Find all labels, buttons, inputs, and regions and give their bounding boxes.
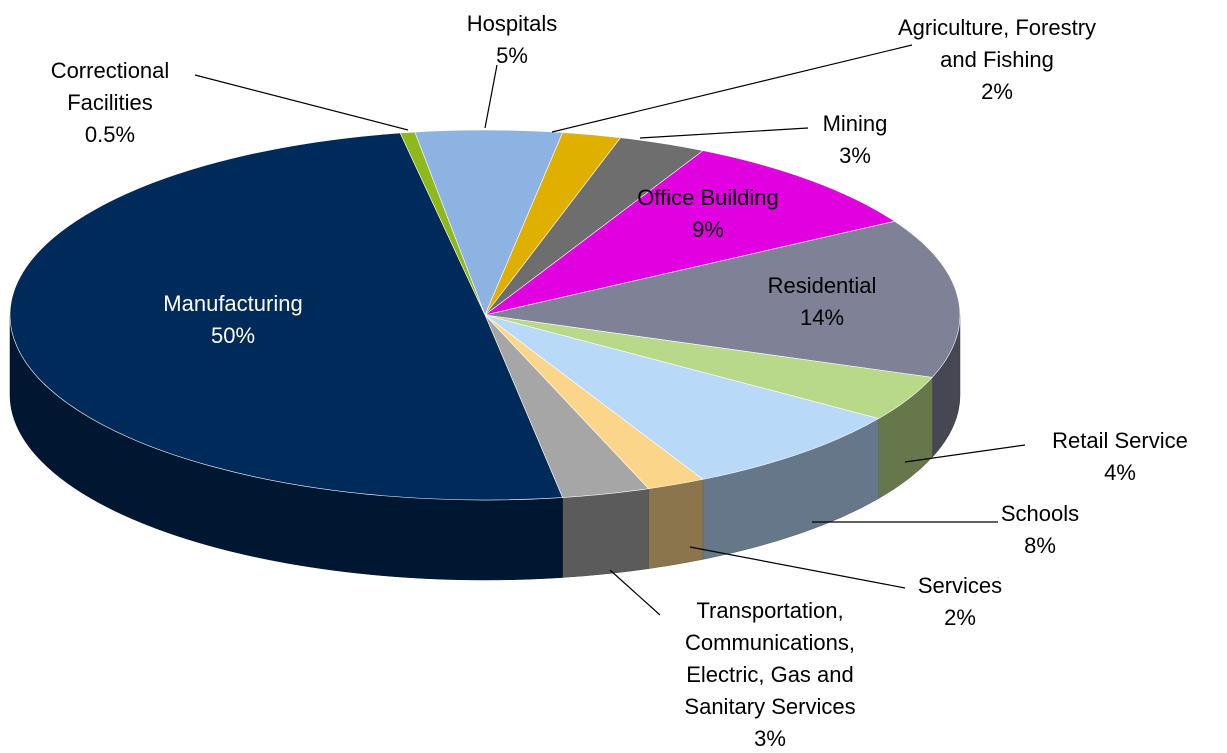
slice-label: Correctional Facilities 0.5% — [20, 55, 200, 151]
slice-label: Agriculture, Forestry and Fishing 2% — [897, 12, 1097, 108]
leader-line — [551, 44, 913, 133]
slice — [414, 129, 564, 316]
slice-label: Residential 14% — [732, 270, 912, 334]
slice — [484, 314, 880, 480]
leader-line — [484, 64, 498, 129]
category-label: Hospitals — [466, 11, 558, 36]
category-label: Agriculture, Forestry and Fishing — [897, 15, 1097, 72]
slice-label: Retail Service 4% — [1020, 425, 1220, 489]
slice — [9, 132, 563, 501]
category-label: Retail Service — [1052, 428, 1188, 453]
slice — [399, 131, 486, 316]
leader-line — [194, 74, 409, 131]
slice — [484, 150, 896, 316]
value-label: 3% — [754, 726, 786, 751]
leader-line — [609, 569, 661, 616]
value-label: 8% — [1024, 533, 1056, 558]
category-label: Transportation, Communications, Electric… — [684, 598, 856, 719]
slice-side — [648, 479, 704, 569]
leader-line — [639, 127, 809, 139]
value-label: 5% — [496, 43, 528, 68]
value-label: 50% — [210, 323, 256, 348]
category-label: Schools — [1000, 501, 1080, 526]
slice-label: Manufacturing 50% — [123, 288, 343, 352]
slice-label: Schools 8% — [970, 498, 1110, 562]
category-label: Services — [917, 573, 1003, 598]
category-label: Correctional Facilities — [50, 58, 170, 115]
category-label: Residential — [767, 273, 877, 298]
category-label: Office Building — [637, 185, 779, 210]
value-label: 4% — [1104, 460, 1136, 485]
slice-side — [562, 488, 649, 578]
leader-line — [689, 546, 906, 589]
value-label: 2% — [981, 79, 1013, 104]
slice-label: Transportation, Communications, Electric… — [653, 595, 888, 753]
value-label: 3% — [839, 143, 871, 168]
slice — [484, 220, 961, 378]
value-label: 14% — [799, 305, 845, 330]
leader-line — [904, 444, 1026, 463]
value-label: 2% — [944, 605, 976, 630]
category-label: Mining — [822, 111, 888, 136]
category-label: Manufacturing — [163, 291, 303, 316]
slice-label: Hospitals 5% — [432, 8, 592, 72]
value-label: 0.5% — [84, 122, 136, 147]
leader-lines — [194, 44, 1026, 616]
value-label: 9% — [692, 217, 724, 242]
slice-label: Mining 3% — [785, 108, 925, 172]
slice-label: Office Building 9% — [598, 182, 818, 246]
slice-label: Services 2% — [890, 570, 1030, 634]
